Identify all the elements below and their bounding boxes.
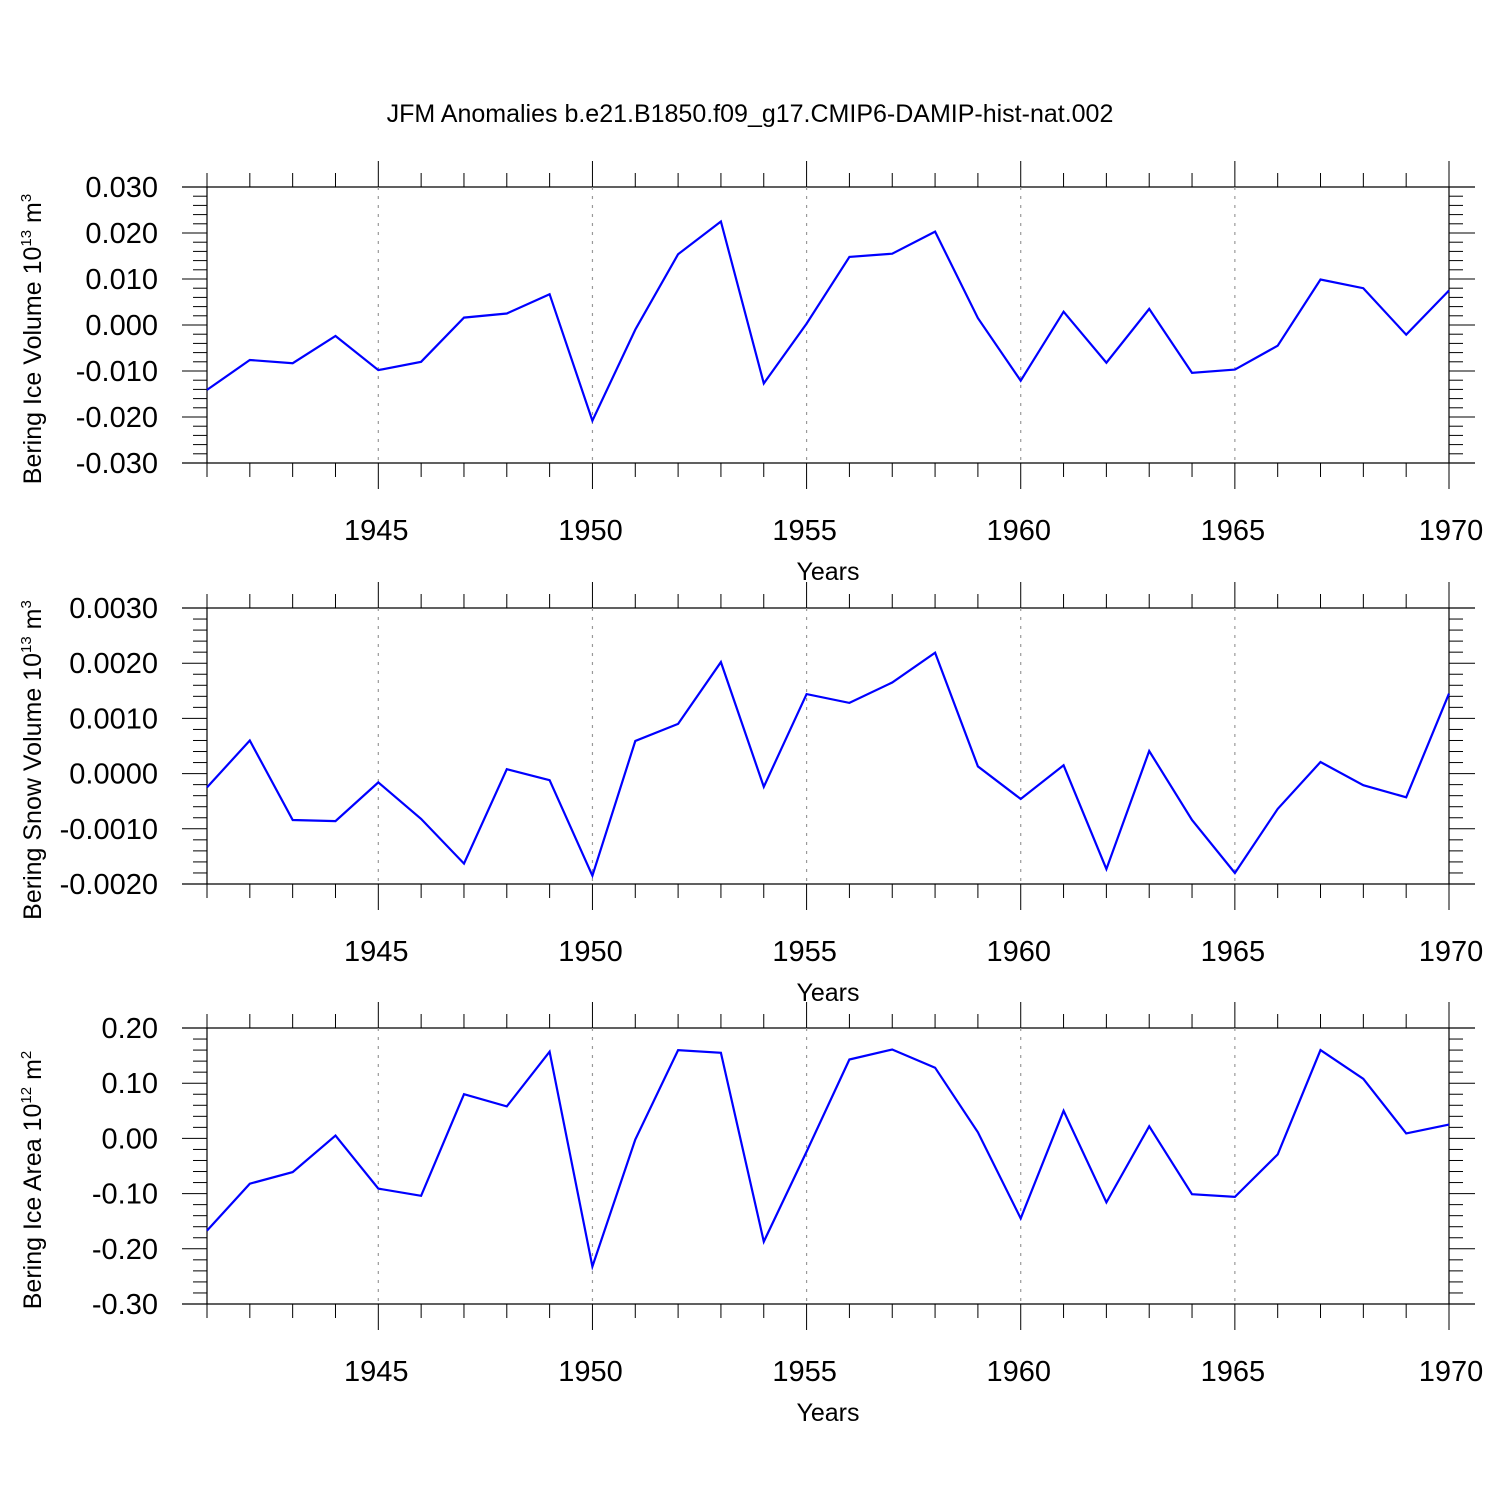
- y-axis-title-main: Bering Ice Area 10: [19, 1104, 47, 1310]
- x-tick-label: 1965: [1201, 515, 1266, 547]
- y-axis-title-exponent: 12: [18, 1087, 35, 1104]
- x-tick-label: 1960: [986, 936, 1051, 968]
- chart-panel-1: -0.030 -0.020 -0.010 0.000 0.010 0.020 0.030 19…: [18, 161, 1483, 586]
- x-tick-label: 1950: [558, 1356, 623, 1388]
- y-tick-label: 0.000: [85, 310, 158, 342]
- x-tick-label: 1960: [986, 515, 1051, 547]
- chart-panel-3: -0.30 -0.20 -0.10 0.00 0.10 0.20 1945 1950 1955 1…: [18, 1002, 1483, 1427]
- y-axis-title-main: Bering Ice Volume 10: [19, 247, 47, 485]
- y-axis-title-unit-exponent: 3: [18, 194, 35, 202]
- y-axis-title-unit: m: [19, 202, 47, 230]
- series-line: [206, 1048, 1450, 1271]
- y-axis-title-unit-exponent: 3: [18, 600, 35, 608]
- figure-title: JFM Anomalies b.e21.B1850.f09_g17.CMIP6-…: [387, 100, 1114, 128]
- x-tick-label: 1955: [772, 515, 837, 547]
- y-axis-title: Bering Ice Volume 1013 m3: [18, 194, 47, 484]
- x-axis-title: Years: [796, 979, 859, 1007]
- chart-panel-2: -0.0020 -0.0010 0.0000 0.0010 0.0020 0.0030 19…: [18, 582, 1483, 1007]
- x-tick-label: 1970: [1419, 936, 1484, 968]
- y-tick-label: 0.20: [102, 1013, 158, 1045]
- x-axis-title: Years: [796, 558, 859, 586]
- y-axis-title-exponent: 13: [18, 636, 35, 653]
- y-tick-label: -0.30: [92, 1289, 158, 1321]
- x-tick-label: 1965: [1201, 1356, 1266, 1388]
- y-tick-label: -0.020: [76, 402, 158, 434]
- x-tick-label: 1945: [344, 936, 409, 968]
- y-tick-label: -0.010: [76, 356, 158, 388]
- y-tick-label: -0.10: [92, 1179, 158, 1211]
- y-tick-label: 0.00: [102, 1123, 158, 1155]
- x-tick-label: 1950: [558, 936, 623, 968]
- y-axis-title-unit: m: [19, 609, 47, 637]
- y-axis-title: Bering Ice Area 1012 m2: [18, 1051, 47, 1310]
- x-tick-label: 1965: [1201, 936, 1266, 968]
- x-axis-title: Years: [796, 1399, 859, 1427]
- y-axis-title-main: Bering Snow Volume 10: [19, 653, 47, 920]
- series-line: [206, 219, 1450, 424]
- y-axis-title-exponent: 13: [18, 230, 35, 247]
- y-tick-label: -0.030: [76, 448, 158, 480]
- y-tick-label: 0.10: [102, 1068, 158, 1100]
- y-tick-label: 0.010: [85, 264, 158, 296]
- y-tick-label: 0.0030: [69, 593, 158, 625]
- y-tick-label: -0.0010: [60, 814, 158, 846]
- x-tick-label: 1945: [344, 515, 409, 547]
- y-tick-label: 0.0000: [69, 759, 158, 791]
- y-tick-label: -0.0020: [60, 869, 158, 901]
- series-line: [206, 650, 1451, 879]
- x-tick-label: 1970: [1419, 515, 1484, 547]
- y-axis-title: Bering Snow Volume 1013 m3: [18, 600, 47, 920]
- x-tick-label: 1960: [986, 1356, 1051, 1388]
- y-tick-label: 0.020: [85, 218, 158, 250]
- y-tick-label: 0.030: [85, 172, 158, 204]
- y-axis-title-unit: m: [19, 1059, 47, 1087]
- x-tick-label: 1955: [772, 936, 837, 968]
- x-tick-label: 1955: [772, 1356, 837, 1388]
- y-tick-label: -0.20: [92, 1234, 158, 1266]
- y-axis-title-unit-exponent: 2: [18, 1051, 35, 1059]
- y-tick-label: 0.0020: [69, 648, 158, 680]
- y-tick-label: 0.0010: [69, 703, 158, 735]
- x-tick-label: 1945: [344, 1356, 409, 1388]
- x-tick-label: 1970: [1419, 1356, 1484, 1388]
- chart-panels: -0.030 -0.020 -0.010 0.000 0.010 0.020 0.030 19…: [18, 161, 1483, 1427]
- x-tick-label: 1950: [558, 515, 623, 547]
